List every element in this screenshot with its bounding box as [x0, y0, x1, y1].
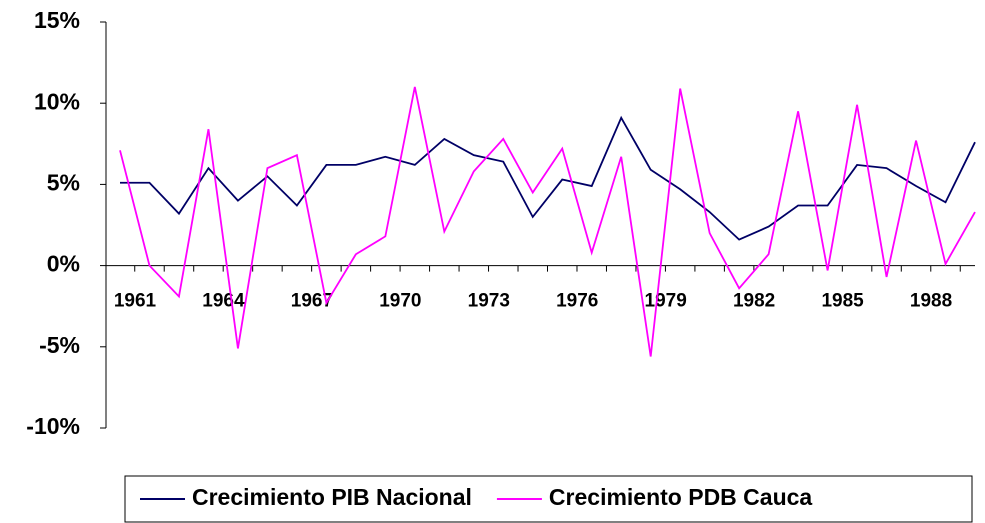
y-tick-label: 0%: [47, 251, 80, 277]
x-tick-label: 1973: [468, 291, 510, 312]
legend-box: [124, 475, 973, 523]
x-tick-label: 1985: [821, 291, 864, 312]
x-tick-label: 1970: [379, 291, 421, 312]
x-tick-label: 1964: [202, 291, 245, 312]
y-tick-label: 10%: [34, 88, 80, 114]
x-tick-label: 1961: [114, 291, 157, 312]
series-line: [120, 115, 976, 241]
x-tick-label: 1976: [556, 291, 598, 312]
x-tick-label: 1988: [910, 291, 952, 312]
legend-label: Crecimiento PDB Cauca: [549, 484, 813, 510]
x-tick-label: 1982: [733, 291, 775, 312]
series-line: [119, 86, 976, 357]
y-tick-label: -5%: [39, 332, 80, 358]
y-tick-label: 15%: [34, 7, 80, 33]
x-tick-label: 1967: [291, 291, 333, 312]
x-tick-label: 1979: [645, 291, 687, 312]
y-tick-label: 5%: [47, 169, 80, 195]
y-tick-label: -10%: [26, 413, 80, 439]
legend-label: Crecimiento PIB Nacional: [192, 484, 472, 510]
